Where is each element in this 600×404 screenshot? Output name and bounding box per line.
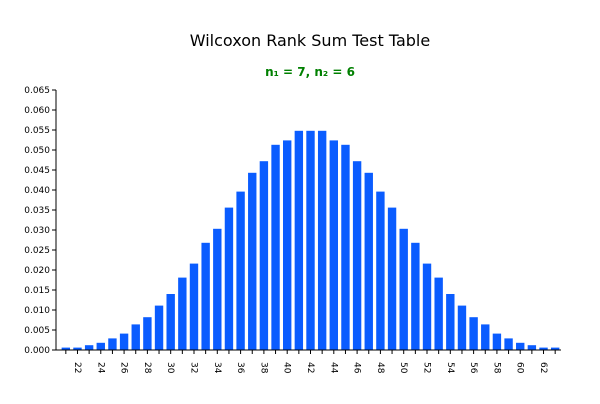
chart-subtitle: n₁ = 7, n₂ = 6: [265, 65, 355, 79]
bar-57: [481, 324, 490, 350]
bar-28: [143, 317, 152, 350]
bar-58: [492, 333, 502, 350]
x-tick-label: 42: [305, 362, 315, 373]
bar-56: [469, 317, 478, 350]
bar-48: [376, 191, 385, 350]
bar-59: [504, 338, 513, 350]
bar-52: [422, 263, 432, 350]
x-tick-label: 62: [538, 362, 548, 373]
bar-53: [434, 277, 443, 350]
x-tick-label: 26: [119, 362, 129, 374]
x-tick-label: 48: [375, 362, 385, 374]
bar-45: [341, 144, 350, 350]
bar-21: [61, 347, 71, 350]
x-tick-label: 46: [352, 362, 362, 374]
bar-35: [224, 207, 234, 350]
x-tick-label: 40: [282, 362, 292, 374]
y-tick-label: 0.020: [24, 266, 50, 276]
x-tick-label: 34: [212, 362, 222, 374]
bar-51: [411, 242, 420, 350]
y-tick-label: 0.005: [24, 326, 50, 336]
bar-42: [306, 130, 315, 350]
bar-38: [259, 161, 269, 350]
bar-47: [364, 172, 373, 350]
bar-33: [201, 242, 210, 350]
chart-title: Wilcoxon Rank Sum Test Table: [190, 31, 430, 50]
x-tick-label: 60: [515, 362, 525, 374]
x-tick-label: 38: [258, 362, 268, 374]
x-tick-label: 22: [72, 362, 82, 373]
bar-37: [248, 172, 257, 350]
x-tick-label: 52: [422, 362, 432, 373]
bar-61: [527, 345, 537, 350]
bar-31: [178, 277, 187, 350]
x-tick-label: 32: [188, 362, 198, 373]
x-tick-label: 36: [235, 362, 245, 374]
y-tick-label: 0.040: [24, 186, 50, 196]
x-axis: 22 24 26 28 30 32 34 36 38 40 42 44 46 48 50 52 54 56 58 60…: [56, 349, 561, 374]
bar-49: [387, 207, 397, 350]
bar-27: [131, 324, 140, 350]
bar-43: [317, 130, 327, 350]
bar-54: [446, 294, 455, 350]
bar-22: [73, 347, 82, 350]
y-tick-label: 0.055: [24, 126, 50, 136]
bar-41: [294, 130, 304, 350]
y-tick-label: 0.045: [24, 166, 50, 176]
y-axis: 0.000 0.005 0.010 0.015 0.020 0.025 0.030 0.035…: [24, 86, 57, 356]
x-tick-label: 28: [142, 362, 152, 374]
bar-30: [166, 294, 175, 350]
x-tick-label: 50: [398, 362, 408, 374]
bar-55: [457, 305, 467, 350]
bar-62: [539, 347, 548, 350]
bar-24: [96, 342, 105, 350]
y-tick-label: 0.000: [24, 346, 50, 356]
bar-25: [108, 338, 117, 350]
y-tick-label: 0.035: [24, 206, 50, 216]
x-tick-label: 30: [165, 362, 175, 374]
y-tick-label: 0.030: [24, 226, 50, 236]
bar-60: [516, 342, 525, 350]
x-tick-label: 24: [95, 362, 105, 374]
bar-50: [399, 228, 408, 350]
bar-36: [236, 191, 245, 350]
y-tick-label: 0.025: [24, 246, 50, 256]
bar-32: [189, 263, 199, 350]
y-tick-label: 0.060: [24, 106, 50, 116]
bar-63: [550, 347, 560, 350]
x-tick-label: 44: [328, 362, 338, 374]
bar-46: [352, 161, 362, 350]
y-tick-label: 0.050: [24, 146, 50, 156]
x-tick-label: 54: [445, 362, 455, 374]
bars-group: [61, 130, 560, 350]
y-tick-label: 0.015: [24, 286, 50, 296]
x-tick-label: 58: [491, 362, 501, 374]
y-tick-label: 0.065: [24, 86, 50, 96]
bar-29: [154, 305, 164, 350]
y-tick-label: 0.010: [24, 306, 50, 316]
bar-23: [84, 345, 94, 350]
bar-34: [213, 228, 222, 350]
bar-40: [283, 140, 292, 350]
x-tick-label: 56: [468, 362, 478, 374]
bar-26: [119, 333, 129, 350]
bar-39: [271, 144, 280, 350]
bar-44: [329, 140, 338, 350]
